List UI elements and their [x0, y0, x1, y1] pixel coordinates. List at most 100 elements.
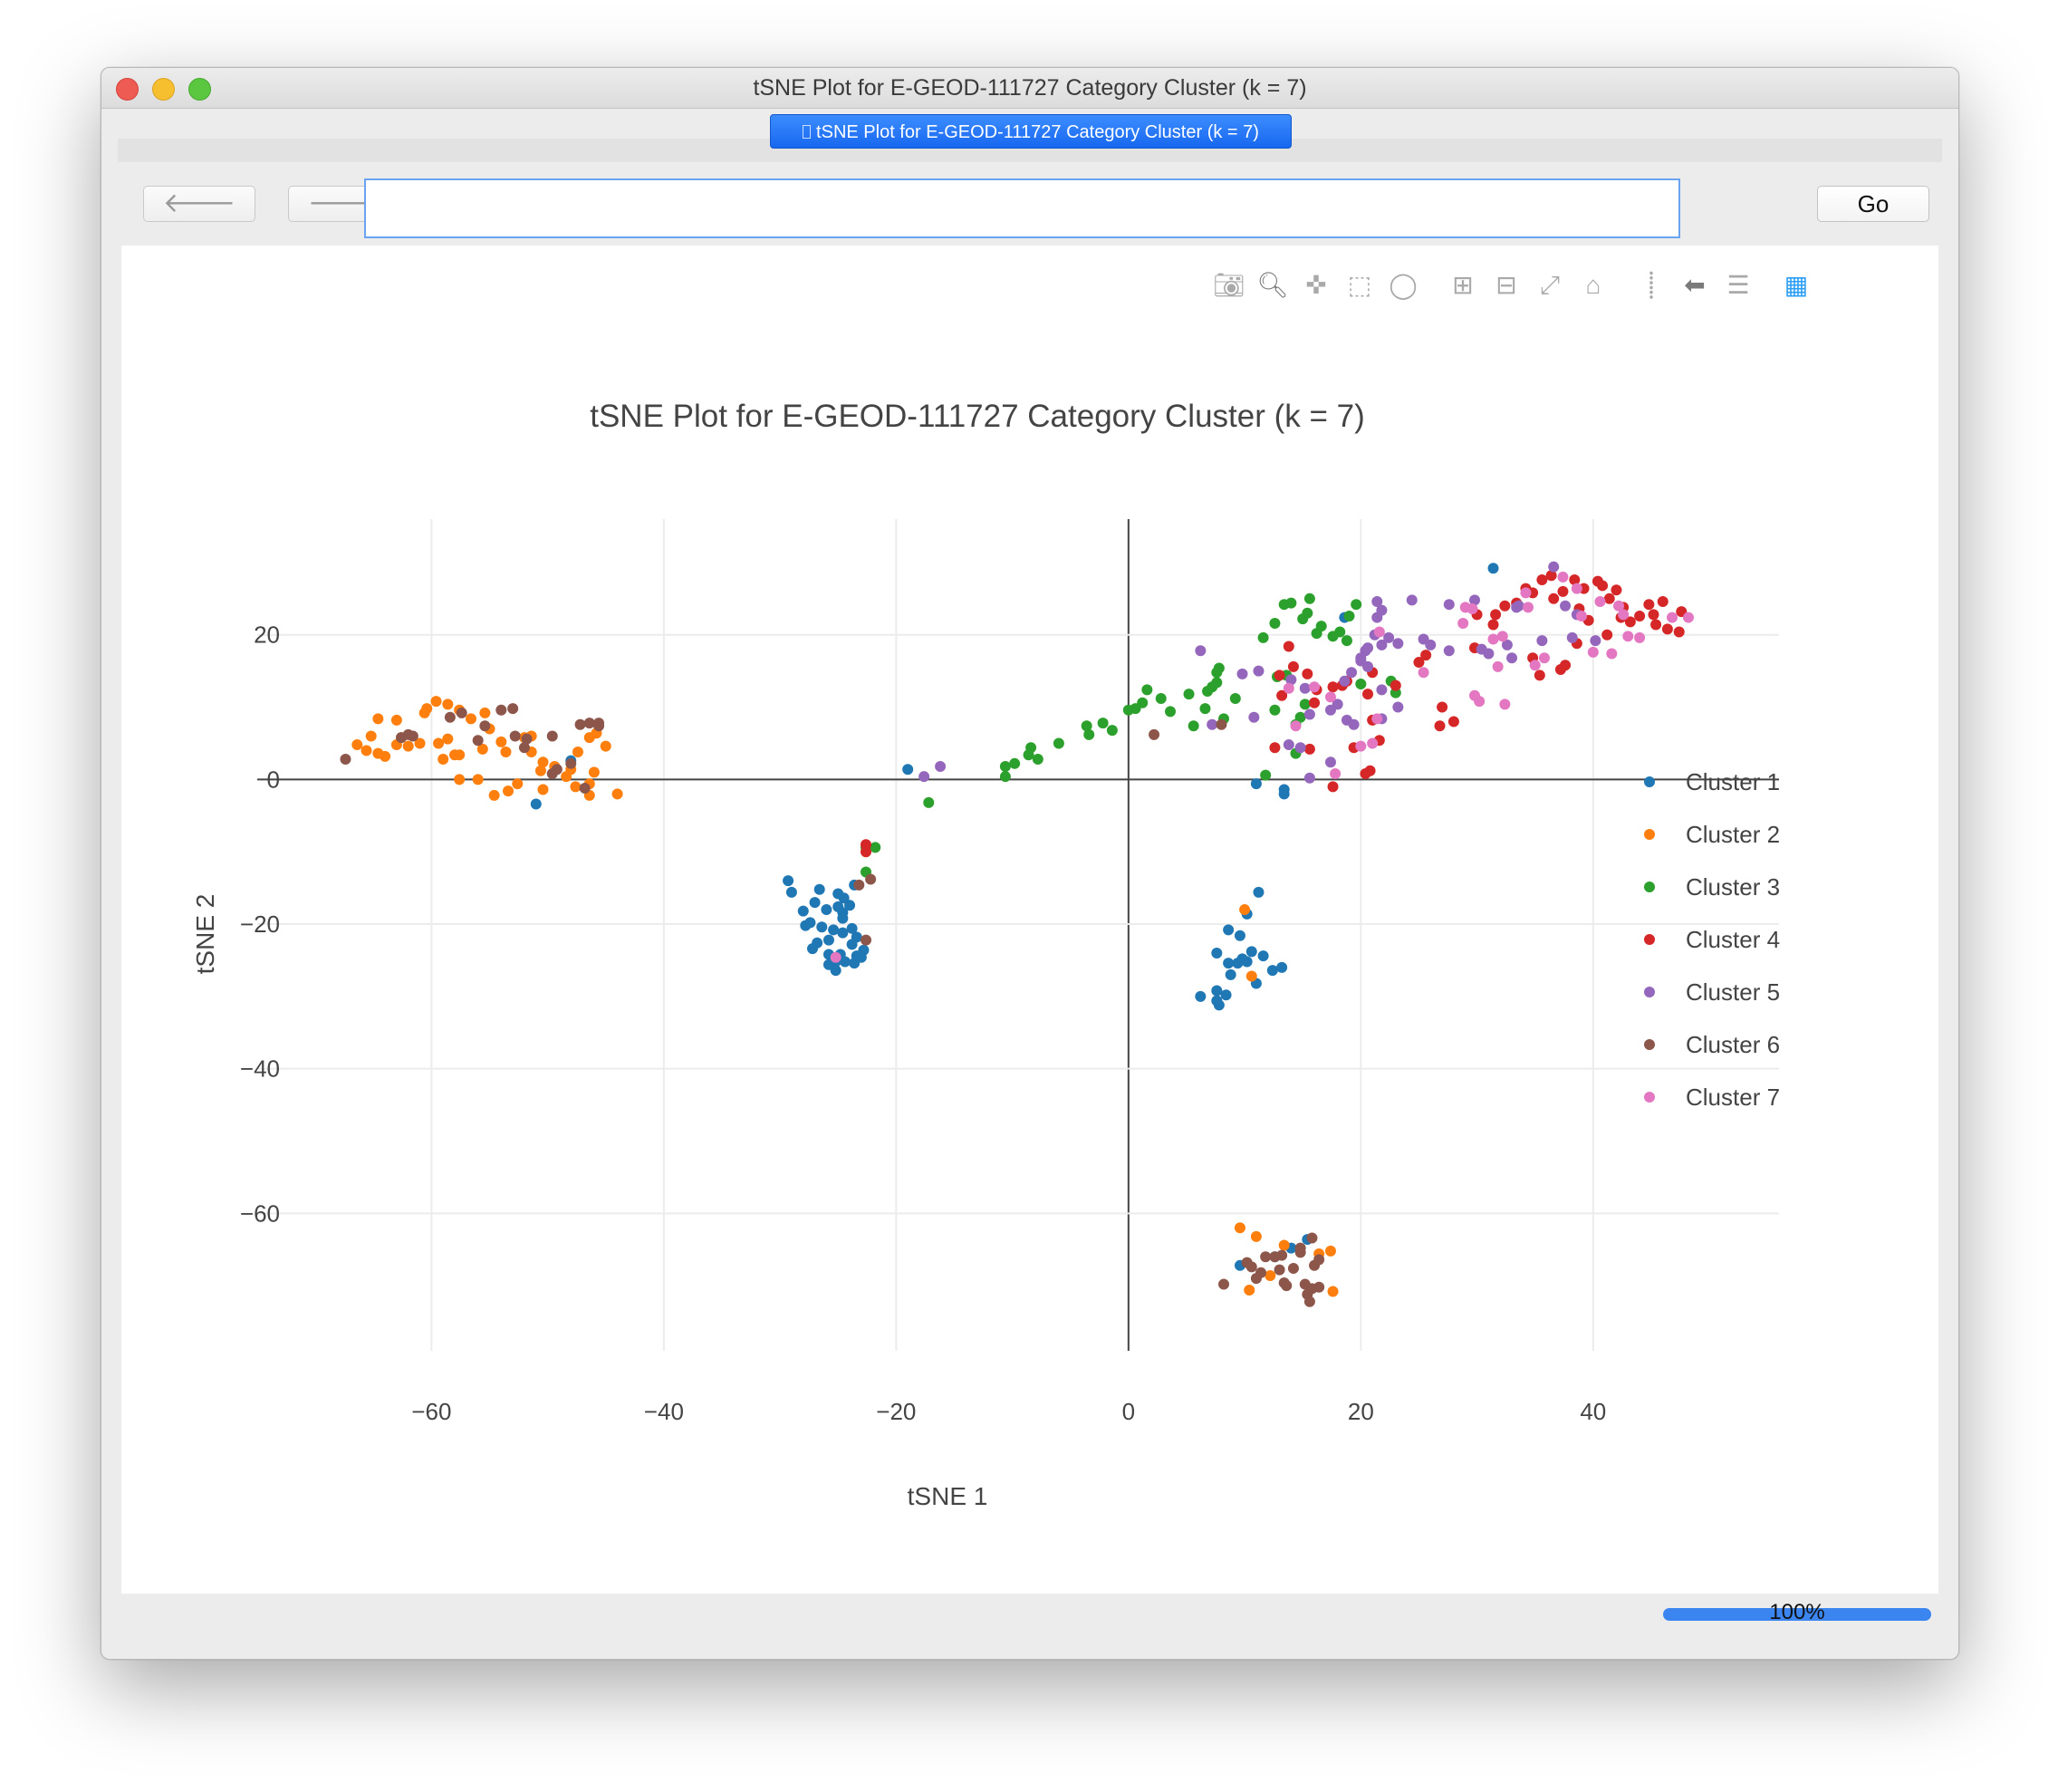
- zoom-window-button[interactable]: [188, 78, 211, 101]
- close-window-button[interactable]: [116, 78, 139, 101]
- data-point[interactable]: [865, 873, 877, 885]
- data-point[interactable]: [1225, 968, 1236, 980]
- data-point[interactable]: [1278, 1239, 1290, 1251]
- data-point[interactable]: [1257, 950, 1269, 962]
- data-point[interactable]: [479, 720, 491, 732]
- data-point[interactable]: [1520, 587, 1532, 599]
- data-point[interactable]: [935, 761, 947, 773]
- data-point[interactable]: [1327, 1286, 1339, 1297]
- data-point[interactable]: [1487, 619, 1499, 631]
- data-point[interactable]: [433, 737, 445, 749]
- data-point[interactable]: [546, 730, 558, 742]
- data-point[interactable]: [1364, 765, 1376, 776]
- data-point[interactable]: [1351, 599, 1362, 611]
- data-point[interactable]: [1371, 713, 1383, 725]
- data-point[interactable]: [537, 784, 549, 795]
- data-point[interactable]: [1634, 610, 1646, 621]
- data-point[interactable]: [534, 765, 546, 776]
- series-cluster-6[interactable]: [340, 703, 1325, 1307]
- data-point[interactable]: [1199, 703, 1211, 715]
- data-point[interactable]: [1183, 689, 1195, 700]
- data-point[interactable]: [1346, 667, 1358, 679]
- data-point[interactable]: [1624, 616, 1636, 628]
- data-point[interactable]: [846, 939, 858, 950]
- data-point[interactable]: [1211, 947, 1223, 959]
- data-point[interactable]: [1496, 631, 1508, 642]
- data-point[interactable]: [402, 740, 414, 752]
- data-point[interactable]: [870, 842, 881, 853]
- data-point[interactable]: [1274, 670, 1285, 681]
- data-point[interactable]: [821, 904, 832, 916]
- data-point[interactable]: [1392, 638, 1404, 650]
- data-point[interactable]: [1343, 610, 1355, 621]
- data-point[interactable]: [1513, 600, 1524, 612]
- plotly-logo-icon[interactable]: ▦: [1784, 271, 1809, 299]
- data-point[interactable]: [1622, 631, 1634, 642]
- autoscale-icon[interactable]: ⤢: [1539, 271, 1561, 299]
- data-point[interactable]: [1248, 711, 1260, 723]
- data-point[interactable]: [839, 956, 851, 968]
- data-point[interactable]: [1487, 563, 1499, 574]
- data-point[interactable]: [1302, 668, 1313, 679]
- data-point[interactable]: [1253, 886, 1265, 898]
- data-point[interactable]: [923, 796, 935, 808]
- data-point[interactable]: [537, 756, 549, 768]
- data-point[interactable]: [1538, 652, 1550, 664]
- data-point[interactable]: [1467, 602, 1478, 614]
- data-point[interactable]: [454, 774, 466, 785]
- data-point[interactable]: [822, 959, 834, 970]
- data-point[interactable]: [351, 739, 363, 751]
- data-point[interactable]: [438, 754, 449, 766]
- data-point[interactable]: [1587, 646, 1599, 658]
- data-point[interactable]: [1229, 692, 1241, 704]
- data-point[interactable]: [1294, 711, 1306, 723]
- data-point[interactable]: [495, 704, 507, 716]
- series-cluster-5[interactable]: [918, 561, 1601, 784]
- legend-item[interactable]: Cluster 7: [1644, 1084, 1780, 1111]
- data-point[interactable]: [530, 798, 542, 810]
- legend-item[interactable]: Cluster 6: [1644, 1031, 1780, 1058]
- data-point[interactable]: [1590, 635, 1601, 647]
- data-point[interactable]: [1557, 571, 1569, 583]
- data-point[interactable]: [1299, 698, 1311, 710]
- data-point[interactable]: [861, 846, 871, 858]
- data-point[interactable]: [1245, 1261, 1257, 1273]
- data-point[interactable]: [828, 924, 840, 936]
- data-point[interactable]: [1137, 697, 1149, 708]
- data-point[interactable]: [444, 711, 456, 723]
- data-point[interactable]: [1536, 574, 1548, 586]
- data-point[interactable]: [1309, 681, 1321, 693]
- url-input[interactable]: [364, 178, 1680, 238]
- legend-item[interactable]: Cluster 2: [1644, 821, 1780, 848]
- data-point[interactable]: [1216, 718, 1227, 730]
- series-cluster-4[interactable]: [861, 570, 1688, 858]
- data-point[interactable]: [813, 883, 825, 895]
- data-point[interactable]: [380, 750, 391, 762]
- data-point[interactable]: [1560, 600, 1572, 612]
- data-point[interactable]: [830, 951, 841, 963]
- data-point[interactable]: [1303, 772, 1315, 784]
- data-point[interactable]: [1315, 621, 1327, 632]
- data-point[interactable]: [844, 900, 856, 911]
- data-point[interactable]: [1650, 619, 1662, 631]
- data-point[interactable]: [1341, 635, 1352, 647]
- data-point[interactable]: [809, 897, 821, 909]
- data-point[interactable]: [1217, 1278, 1229, 1290]
- data-point[interactable]: [570, 781, 582, 793]
- data-point[interactable]: [1594, 596, 1606, 608]
- data-point[interactable]: [442, 733, 454, 745]
- data-point[interactable]: [797, 905, 809, 917]
- go-button[interactable]: Go: [1817, 186, 1929, 222]
- data-point[interactable]: [1554, 664, 1566, 676]
- data-point[interactable]: [800, 920, 812, 931]
- data-point[interactable]: [1276, 1249, 1288, 1261]
- data-point[interactable]: [1223, 924, 1235, 936]
- data-point[interactable]: [1285, 674, 1297, 686]
- data-point[interactable]: [1245, 970, 1257, 982]
- data-point[interactable]: [449, 749, 461, 761]
- data-point[interactable]: [1418, 667, 1429, 679]
- minimize-window-button[interactable]: [152, 78, 175, 101]
- data-point[interactable]: [1276, 961, 1288, 973]
- data-point[interactable]: [1257, 631, 1269, 643]
- data-point[interactable]: [846, 922, 858, 934]
